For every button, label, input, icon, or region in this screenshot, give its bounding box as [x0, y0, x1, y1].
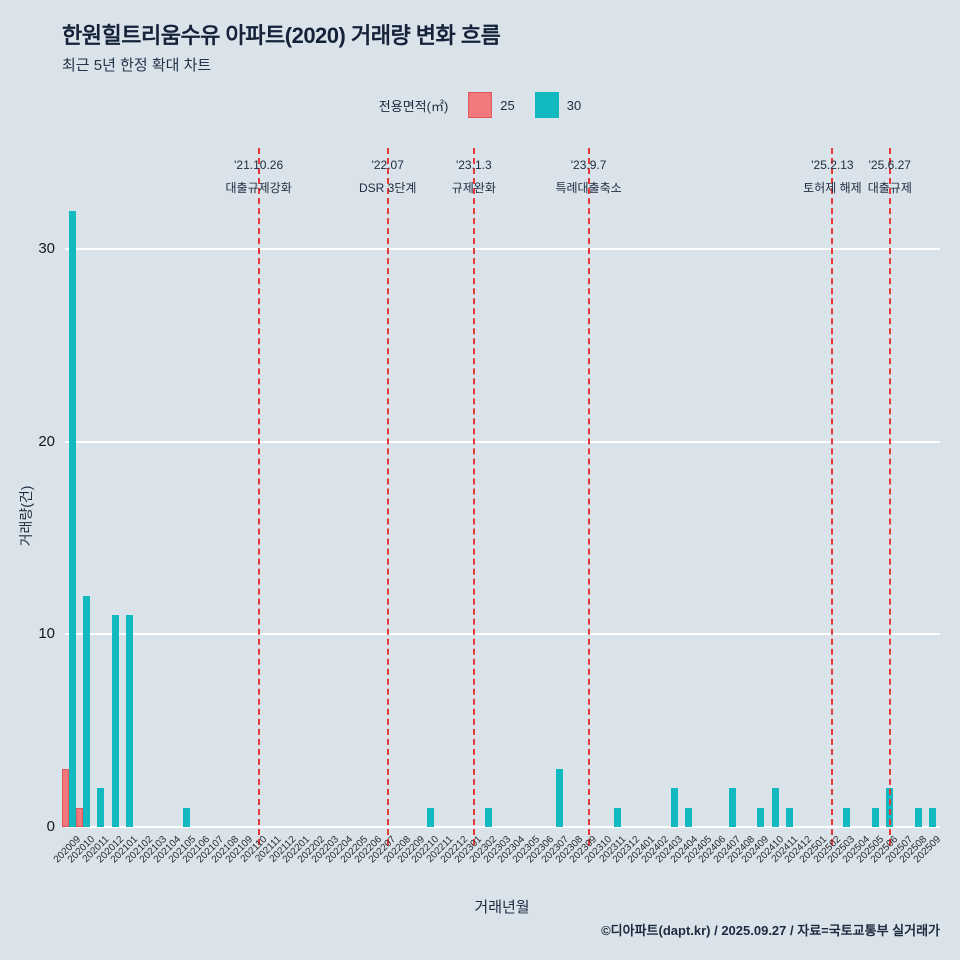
- bar-25-202009: [61, 769, 69, 827]
- bar-30-202407: [728, 788, 736, 827]
- event-date-202110: '21.10.26: [234, 158, 284, 172]
- bar-25-202010: [76, 807, 84, 827]
- page-title: 한원힐트리움수유 아파트(2020) 거래량 변화 흐름: [62, 23, 501, 48]
- bar-30-202410: [771, 788, 779, 827]
- event-line-202309: [587, 148, 590, 845]
- bar-30-202411: [785, 807, 793, 827]
- legend-item-30-label: 30: [566, 97, 582, 113]
- legend-swatch-25: [468, 92, 493, 118]
- bar-30-202409: [757, 807, 765, 827]
- legend-item-25-label: 25: [500, 97, 515, 113]
- bar-30-202311: [613, 807, 621, 827]
- x-axis-title: 거래년월: [474, 899, 530, 916]
- event-line-202502: [831, 148, 834, 845]
- gridline-y-10: [65, 633, 940, 636]
- event-line-202110: [257, 148, 260, 845]
- bar-30-202509: [929, 807, 937, 827]
- bar-30-202009: [68, 210, 76, 827]
- gridline-y-30: [65, 248, 940, 251]
- bar-30-202307: [556, 769, 564, 827]
- bar-30-202404: [685, 807, 693, 827]
- bar-30-202010: [83, 595, 91, 827]
- y-tick-label: 20: [38, 432, 55, 450]
- event-label-202502: 토허제 해제: [803, 181, 862, 195]
- y-tick-label: 30: [38, 240, 55, 258]
- y-axis-title: 거래량(건): [18, 485, 34, 547]
- bar-30-202503: [843, 807, 851, 827]
- event-date-202502: '25.2.13: [811, 158, 854, 172]
- bar-30-202505: [871, 807, 879, 827]
- event-label-202207: DSR 3단계: [359, 181, 417, 195]
- event-line-202506: [888, 148, 891, 845]
- gridline-y-0: [65, 826, 940, 828]
- y-tick-label: 0: [46, 818, 55, 835]
- legend-swatch-30: [534, 92, 559, 118]
- y-tick-label: 10: [38, 625, 55, 643]
- event-date-202506: '25.6.27: [868, 158, 911, 172]
- bar-30-202210: [427, 807, 435, 827]
- gridline-y-20: [65, 440, 940, 443]
- event-label-202309: 특례대출축소: [555, 181, 622, 195]
- legend-title: 전용면적(㎡): [378, 98, 449, 114]
- event-line-202301: [472, 148, 475, 845]
- bar-30-202302: [484, 807, 492, 827]
- bar-30-202011: [97, 788, 105, 827]
- event-label-202110: 대출규제강화: [225, 181, 292, 195]
- bar-30-202403: [671, 788, 679, 827]
- bar-30-202101: [126, 615, 134, 827]
- legend: 전용면적(㎡) 25 30: [0, 90, 960, 120]
- event-label-202301: 규제완화: [451, 181, 496, 195]
- event-date-202309: '23.9.7: [570, 158, 607, 172]
- credit-line: ©디아파트(dapt.kr) / 2025.09.27 / 자료=국토교통부 실…: [601, 923, 940, 938]
- event-date-202207: '22.07: [371, 158, 404, 172]
- bar-30-202508: [914, 807, 922, 827]
- page-subtitle: 최근 5년 한정 확대 차트: [62, 57, 212, 74]
- bar-30-202012: [111, 615, 119, 827]
- bar-30-202105: [183, 807, 191, 827]
- event-date-202301: '23.1.3: [455, 158, 492, 172]
- event-label-202506: 대출규제: [867, 181, 912, 195]
- event-line-202207: [386, 148, 389, 845]
